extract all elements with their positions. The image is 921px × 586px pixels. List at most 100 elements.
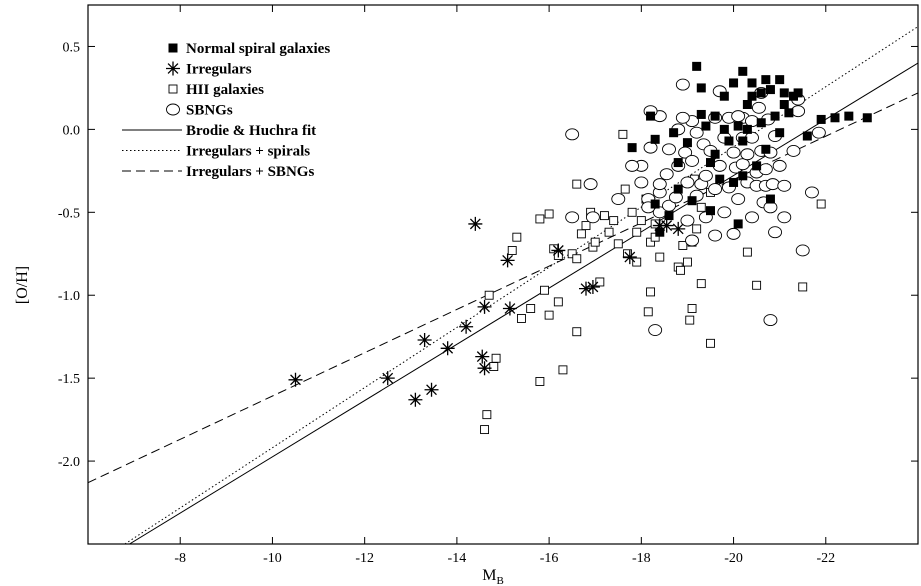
sbng-point	[777, 211, 792, 224]
spiral-point	[742, 100, 752, 110]
legend-swatch-irregular-point	[166, 61, 180, 76]
sbng-point	[777, 179, 792, 192]
hii-point	[482, 410, 492, 420]
y-tick-label: -2.0	[58, 455, 80, 470]
sbng-point	[625, 159, 640, 172]
hii-point	[535, 214, 545, 224]
irregular-point	[477, 361, 492, 376]
spiral-point	[650, 199, 660, 209]
hii-point	[643, 307, 653, 317]
spiral-point	[682, 138, 692, 148]
sbng-point	[735, 158, 750, 171]
irregular-point	[477, 299, 492, 314]
x-tick-label: -22	[816, 551, 835, 566]
hii-point	[685, 315, 695, 325]
x-tick-label: -20	[724, 551, 743, 566]
hii-point	[535, 377, 545, 386]
hii-point	[507, 246, 517, 255]
hii-point	[696, 202, 706, 212]
legend-swatch-hii-point	[168, 84, 178, 94]
plot-frame	[87, 4, 919, 545]
hii-point	[752, 280, 762, 290]
y-tick-label: -0.5	[58, 206, 80, 221]
irregular-point	[424, 382, 439, 397]
x-tick-label: -18	[632, 551, 651, 566]
y-axis-title: [O/H]	[14, 266, 31, 304]
sbng-point	[765, 178, 780, 191]
sbng-point	[685, 154, 700, 167]
y-tick-label: -1.5	[58, 372, 80, 387]
sbng-point	[751, 101, 766, 114]
sbng-point	[712, 159, 727, 172]
irregular-point	[502, 301, 517, 316]
sbng-point	[726, 227, 741, 240]
hii-point	[692, 224, 702, 234]
sbng-point	[726, 146, 741, 159]
hii-point	[650, 232, 660, 242]
x-tick-label: -12	[355, 551, 374, 566]
sbng-point	[611, 193, 626, 205]
hii-point	[576, 229, 586, 239]
spiral-point	[862, 113, 872, 123]
hii-point	[646, 287, 656, 297]
spiral-point	[844, 111, 854, 121]
legend: Normal spiral galaxies Irregulars HII gala…	[122, 41, 330, 180]
spiral-point	[710, 111, 720, 121]
y-tick-label: 0.0	[63, 123, 81, 138]
sbng-point	[648, 324, 663, 337]
sbng-point	[585, 211, 600, 224]
spiral-point	[673, 158, 683, 168]
sbng-point	[689, 126, 704, 139]
spiral-point	[747, 91, 757, 101]
hii-point	[572, 327, 582, 337]
spiral-point	[738, 136, 748, 146]
legend-label: Irregulars + SBNGs	[186, 164, 314, 180]
sbng-point	[772, 159, 787, 172]
hii-point	[516, 313, 526, 323]
legend-label: SBNGs	[186, 103, 233, 119]
hii-point	[632, 227, 642, 237]
sbng-point	[740, 148, 755, 161]
spiral-point	[724, 136, 734, 146]
hii-point	[623, 249, 632, 259]
hii-point	[595, 277, 605, 287]
spiral-point	[710, 149, 720, 159]
hii-point	[544, 310, 554, 320]
hii-point	[676, 265, 685, 275]
spiral-point	[756, 118, 766, 128]
irregular-point	[659, 218, 674, 233]
spiral-point	[669, 128, 679, 138]
legend-swatch-spiral-point	[168, 43, 178, 53]
hii-point	[620, 184, 630, 194]
spiral-point	[761, 75, 771, 85]
irregular-point	[579, 281, 593, 296]
spiral-point	[719, 91, 729, 101]
spiral-point	[664, 211, 674, 221]
irregular-point	[671, 221, 686, 236]
hii-point	[590, 237, 600, 247]
hii-point	[632, 257, 642, 267]
sbng-point	[795, 244, 810, 257]
spiral-point	[770, 111, 780, 121]
spiral-point	[733, 121, 743, 131]
hii-point	[618, 129, 628, 139]
spiral-point	[756, 88, 766, 98]
sbng-point	[675, 78, 690, 91]
irregular-point	[288, 372, 303, 387]
hii-point	[540, 285, 549, 295]
spiral-point	[696, 109, 706, 119]
hii-point	[480, 425, 490, 435]
irregular-point	[468, 216, 483, 231]
sbng-point	[565, 128, 580, 141]
sbng-point	[680, 214, 695, 227]
spiral-point	[696, 83, 706, 93]
irregular-point	[440, 341, 455, 356]
irregular-point	[551, 243, 566, 258]
sbng-point	[680, 176, 695, 189]
sbng-point	[708, 229, 723, 242]
spiral-point	[719, 124, 729, 134]
hii-point	[706, 338, 715, 348]
hii-point	[491, 353, 501, 363]
x-axis-title-subscript: B	[496, 575, 503, 586]
spiral-point	[733, 219, 743, 229]
